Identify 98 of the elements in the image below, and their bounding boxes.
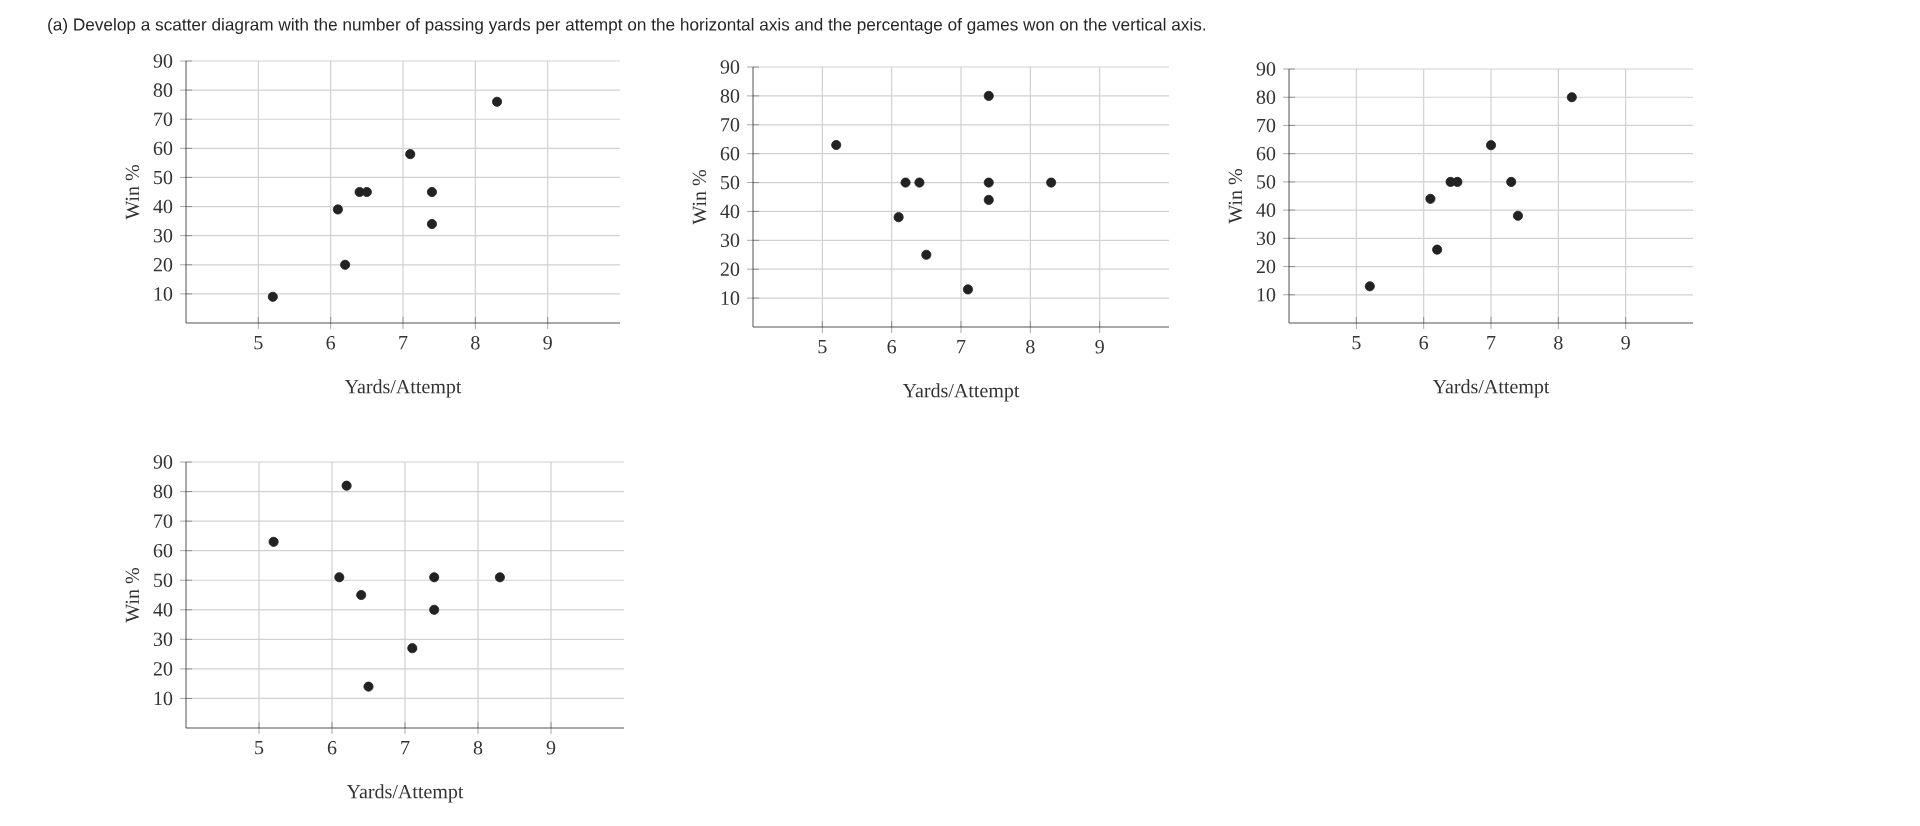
y-tick-label: 50 <box>154 170 173 185</box>
y-tick-label: 20 <box>153 662 173 676</box>
point <box>1512 210 1523 221</box>
x-tick-label: 6 <box>1419 336 1429 350</box>
y-tick-label: 20 <box>153 258 173 272</box>
y-tick-label: 10 <box>1257 288 1276 302</box>
point <box>356 590 367 601</box>
y-tick-label: 90 <box>720 60 740 74</box>
y-tick-label: 30 <box>153 228 173 243</box>
x-tick-label: 7 <box>957 340 966 354</box>
y-tick-label: 50 <box>1257 175 1276 189</box>
x-tick-label: 8 <box>471 336 480 350</box>
y-tick-label: 90 <box>153 455 173 469</box>
y-tick-label: 90 <box>1256 62 1276 76</box>
point <box>334 572 345 583</box>
x-tick-label: 9 <box>1621 336 1630 350</box>
y-tick-label: 30 <box>1256 231 1276 246</box>
x-axis-title: Yards/Attempt <box>344 379 462 398</box>
y-tick-label: 70 <box>154 112 173 126</box>
point <box>426 187 437 197</box>
y-tick-label: 50 <box>154 573 173 587</box>
x-tick-label: 9 <box>546 741 556 755</box>
point <box>1425 193 1436 204</box>
point <box>426 219 437 230</box>
point <box>340 259 351 270</box>
point <box>900 177 911 188</box>
point <box>1432 244 1443 255</box>
x-axis-title: Yards/Attempt <box>346 784 464 803</box>
point <box>429 604 440 615</box>
y-tick-label: 10 <box>721 291 740 305</box>
x-tick-label: 6 <box>326 336 336 350</box>
point <box>983 194 994 205</box>
chart-title: (a) Develop a scatter diagram with the number of passing yards per attempt on the horizontal axis and the percentage of games won on the vertical axis. <box>48 17 1206 35</box>
y-tick-label: 10 <box>154 287 173 301</box>
point <box>1566 92 1577 103</box>
y-tick-label: 80 <box>153 484 173 499</box>
y-tick-label: 60 <box>1256 146 1276 161</box>
y-tick-label: 30 <box>153 632 173 647</box>
x-tick-label: 7 <box>399 336 408 350</box>
y-axis-title: Win % <box>692 170 707 225</box>
y-tick-label: 80 <box>153 83 173 97</box>
y-tick-label: 60 <box>720 146 740 161</box>
point <box>405 149 416 160</box>
x-tick-label: 6 <box>887 340 897 354</box>
y-tick-label: 40 <box>720 204 740 219</box>
point <box>268 536 279 547</box>
x-tick-label: 5 <box>1352 336 1361 350</box>
y-axis-title: Win % <box>125 568 140 623</box>
y-tick-label: 20 <box>720 262 740 276</box>
point <box>429 572 440 583</box>
point <box>983 90 994 101</box>
y-tick-label: 40 <box>153 199 173 214</box>
point <box>1046 177 1057 188</box>
y-tick-label: 40 <box>153 603 173 617</box>
y-tick-label: 60 <box>153 543 173 558</box>
y-tick-label: 30 <box>720 233 740 248</box>
x-tick-label: 9 <box>1095 340 1104 354</box>
x-tick-label: 6 <box>327 741 337 755</box>
point <box>921 249 932 260</box>
y-tick-label: 70 <box>721 118 740 132</box>
point <box>1486 140 1497 151</box>
point <box>332 204 343 215</box>
x-tick-label: 9 <box>543 336 552 350</box>
x-tick-label: 5 <box>254 336 263 350</box>
x-tick-label: 7 <box>401 741 410 755</box>
y-tick-label: 50 <box>721 175 740 190</box>
y-axis-title: Win % <box>125 165 140 220</box>
point <box>363 681 374 692</box>
x-axis-title: Yards/Attempt <box>902 383 1020 402</box>
point <box>831 140 842 150</box>
x-axis-title: Yards/Attempt <box>1432 379 1550 398</box>
point <box>267 291 278 302</box>
y-axis-title: Win % <box>1228 169 1243 224</box>
x-tick-label: 8 <box>1026 340 1035 354</box>
y-tick-label: 60 <box>153 141 173 156</box>
y-tick-label: 70 <box>1257 118 1276 133</box>
x-tick-label: 5 <box>818 340 827 354</box>
point <box>983 177 994 188</box>
y-tick-label: 80 <box>720 89 740 103</box>
point <box>341 480 352 491</box>
x-tick-label: 8 <box>473 741 483 755</box>
y-tick-label: 90 <box>153 54 173 68</box>
point <box>962 284 973 295</box>
point <box>407 643 418 654</box>
x-tick-label: 5 <box>255 741 264 755</box>
x-tick-label: 8 <box>1554 336 1563 350</box>
point <box>1364 281 1375 292</box>
point <box>494 572 505 583</box>
y-tick-label: 40 <box>1256 203 1276 217</box>
point <box>1506 176 1517 187</box>
x-tick-label: 7 <box>1487 336 1496 350</box>
y-tick-label: 80 <box>1256 90 1276 104</box>
y-tick-label: 10 <box>154 691 173 706</box>
point <box>492 96 503 107</box>
y-tick-label: 70 <box>154 514 173 528</box>
point <box>893 212 904 223</box>
point <box>914 177 925 188</box>
y-tick-label: 20 <box>1256 259 1276 274</box>
